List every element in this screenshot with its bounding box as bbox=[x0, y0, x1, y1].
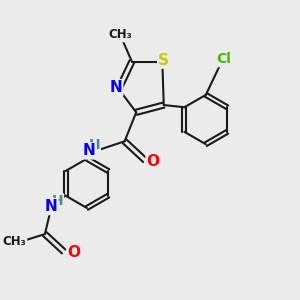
Text: O: O bbox=[146, 154, 160, 169]
Text: CH₃: CH₃ bbox=[108, 28, 132, 41]
Text: Cl: Cl bbox=[216, 52, 231, 66]
Text: H: H bbox=[88, 138, 100, 152]
Text: N: N bbox=[45, 199, 57, 214]
Text: S: S bbox=[158, 52, 169, 68]
Text: N: N bbox=[83, 143, 96, 158]
Text: CH₃: CH₃ bbox=[2, 235, 26, 248]
Text: O: O bbox=[68, 245, 80, 260]
Text: H: H bbox=[52, 194, 63, 208]
Text: N: N bbox=[110, 80, 122, 95]
